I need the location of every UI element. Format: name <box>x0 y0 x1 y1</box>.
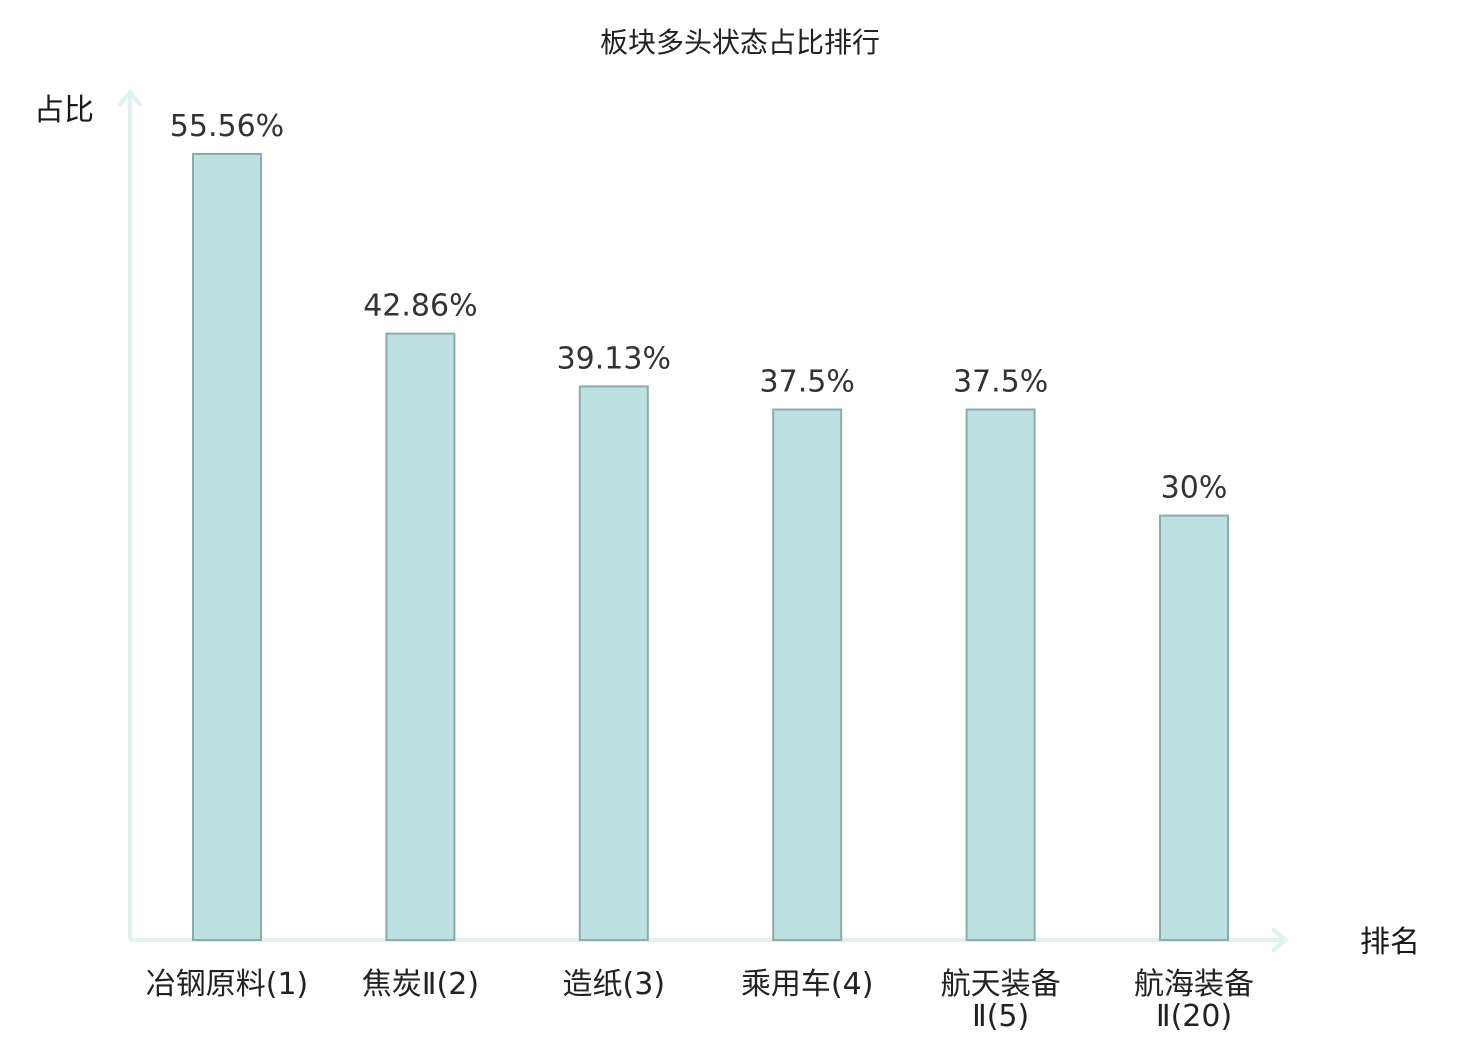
y-axis-label: 占比 <box>34 93 94 128</box>
bar-value-label: 30% <box>1161 471 1228 506</box>
y-axis-arrow <box>117 88 143 108</box>
bar-value-label: 39.13% <box>557 341 671 376</box>
chart-title: 板块多头状态占比排行 <box>600 26 880 59</box>
bar <box>772 408 843 941</box>
bar <box>385 332 456 941</box>
bars-group: 55.56% 冶钢原料(1) 42.86% 焦炭Ⅱ(2) 39.13% 造纸(3) 37.5… <box>146 109 1254 1034</box>
category-label: 乘用车(4) <box>741 967 874 1002</box>
x-axis-arrow <box>1270 927 1290 953</box>
category-label: 航天装备 <box>941 967 1061 1002</box>
bar <box>578 385 649 941</box>
bar <box>965 408 1036 941</box>
bar-value-label: 37.5% <box>760 364 855 399</box>
bar <box>192 153 262 941</box>
category-label: 冶钢原料(1) <box>146 967 309 1002</box>
category-label-line2: Ⅱ(20) <box>1156 999 1232 1034</box>
category-label: 焦炭Ⅱ(2) <box>362 967 479 1002</box>
category-label: 造纸(3) <box>563 967 666 1002</box>
category-label-line2: Ⅱ(5) <box>972 999 1029 1034</box>
bar-value-label: 42.86% <box>363 289 477 324</box>
bar-value-label: 55.56% <box>170 109 284 144</box>
category-label: 航海装备 <box>1134 967 1254 1002</box>
bar-value-label: 37.5% <box>953 364 1048 399</box>
x-axis-label: 排名 <box>1360 925 1420 960</box>
bar <box>1159 514 1229 941</box>
